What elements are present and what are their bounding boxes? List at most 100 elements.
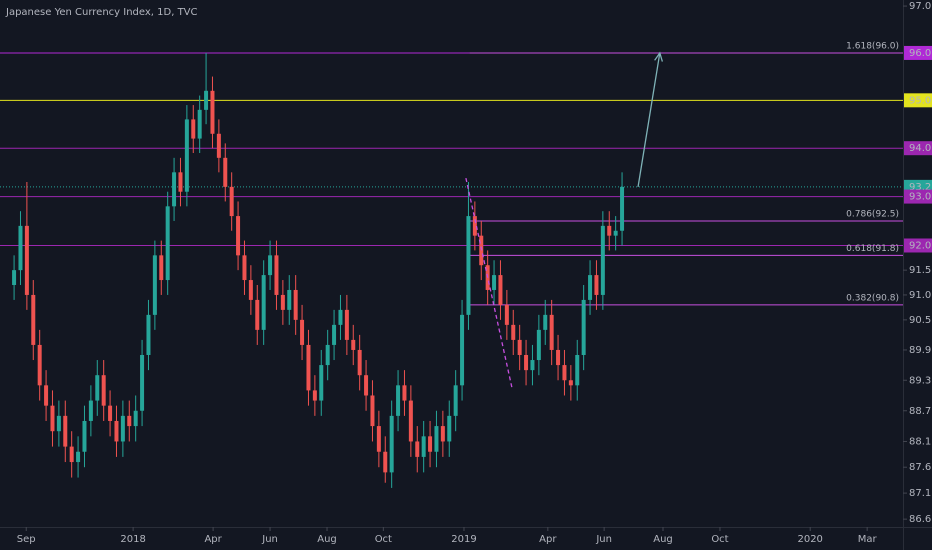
candle-body [536, 329, 541, 361]
candle-body [101, 375, 106, 406]
candle-body [607, 225, 612, 236]
fib-label: 0.786(92.5) [846, 209, 899, 219]
y-tick-label: 89.9 [909, 345, 931, 356]
candle-body [18, 225, 23, 271]
candle-body [88, 400, 93, 421]
candle-body [82, 420, 87, 452]
candle-body [549, 314, 554, 350]
candle-body [280, 294, 285, 310]
candle-body [120, 415, 125, 442]
arrow-head [654, 51, 663, 62]
candle-body [287, 289, 292, 310]
x-tick-label: Mar [858, 534, 878, 545]
candle-body [248, 280, 253, 300]
candle-body [575, 354, 580, 386]
y-tick-label: 91.5 [909, 265, 931, 276]
candle-body [383, 451, 388, 473]
candle-body [184, 119, 189, 192]
candle-body [165, 206, 170, 281]
candle-body [223, 157, 228, 187]
candle-body [600, 225, 605, 295]
candle-body [620, 186, 625, 231]
x-tick-label: 2019 [451, 534, 476, 545]
x-tick-label: Sep [17, 534, 36, 545]
candle-body [447, 415, 452, 442]
chart-title: Japanese Yen Currency Index, 1D, TVC [5, 7, 198, 18]
candle-body [504, 304, 509, 325]
level-label: 96.0 [909, 48, 931, 59]
candle-body [146, 314, 151, 355]
candle-body [351, 339, 356, 350]
projection-arrow [637, 52, 661, 187]
y-tick-label: 86.6 [909, 514, 931, 525]
y-tick-label: 91.0 [909, 290, 931, 301]
candle-body [581, 299, 586, 355]
candle-body [300, 319, 305, 345]
candle-body [440, 426, 445, 442]
candle-body [396, 385, 401, 416]
x-tick-label: Aug [653, 534, 673, 545]
candle-body [415, 441, 420, 457]
level-label: 93.0 [909, 192, 931, 203]
candle-body [268, 255, 273, 276]
x-tick-label: Apr [204, 534, 222, 545]
level-label: 92.0 [909, 240, 931, 251]
candle-body [364, 375, 369, 396]
candle-body [127, 415, 132, 427]
candle-body [108, 405, 113, 421]
candle-body [204, 90, 209, 110]
candle-body [293, 289, 298, 320]
candle-body [428, 436, 433, 452]
candle-body [511, 324, 516, 340]
candle-body [562, 365, 567, 381]
candle-body [338, 309, 343, 325]
candle-body [242, 255, 247, 281]
fib-label: 1.618(96.0) [846, 41, 899, 51]
candle-body [159, 255, 164, 281]
candle-body [389, 415, 394, 473]
candle-body [178, 172, 183, 192]
level-box [904, 189, 932, 204]
x-tick-label: 2020 [797, 534, 822, 545]
y-tick-label: 87.1 [909, 488, 931, 499]
candle-body [197, 109, 202, 139]
candle-body [453, 385, 458, 416]
candle-body [594, 275, 599, 295]
candle-body [543, 314, 548, 330]
candle-body [492, 275, 497, 290]
candle-body [370, 395, 375, 427]
candle-body [434, 426, 439, 452]
level-box [904, 45, 932, 60]
x-tick-label: Jun [595, 534, 612, 545]
candle-body [517, 339, 522, 355]
candle-body [50, 405, 55, 432]
candle-body [216, 133, 221, 158]
y-tick-label: 87.6 [909, 462, 931, 473]
candle-body [466, 216, 471, 315]
fib-label: 0.382(90.8) [846, 293, 899, 303]
candle-body [69, 446, 74, 463]
candle-body [12, 270, 17, 286]
candle-body [613, 230, 618, 236]
level-box [904, 141, 932, 156]
trend-line [465, 177, 513, 389]
y-tick-label: 88.1 [909, 436, 931, 447]
candle-body [530, 360, 535, 371]
candle-body [210, 90, 215, 134]
candle-body [588, 275, 593, 300]
candle-body [255, 299, 260, 330]
level-label: 94.0 [909, 143, 931, 154]
y-tick-label: 90.5 [909, 315, 931, 326]
x-tick-label: Jun [261, 534, 278, 545]
candle-body [44, 385, 49, 406]
candle-body [261, 275, 266, 330]
candle-body [568, 380, 573, 386]
fib-label: 0.618(91.8) [846, 244, 899, 254]
candle-body [152, 255, 157, 315]
candle-body [229, 186, 234, 217]
y-tick-label: 97.0 [909, 1, 931, 12]
candle-body [172, 172, 177, 207]
candle-body [498, 275, 503, 305]
